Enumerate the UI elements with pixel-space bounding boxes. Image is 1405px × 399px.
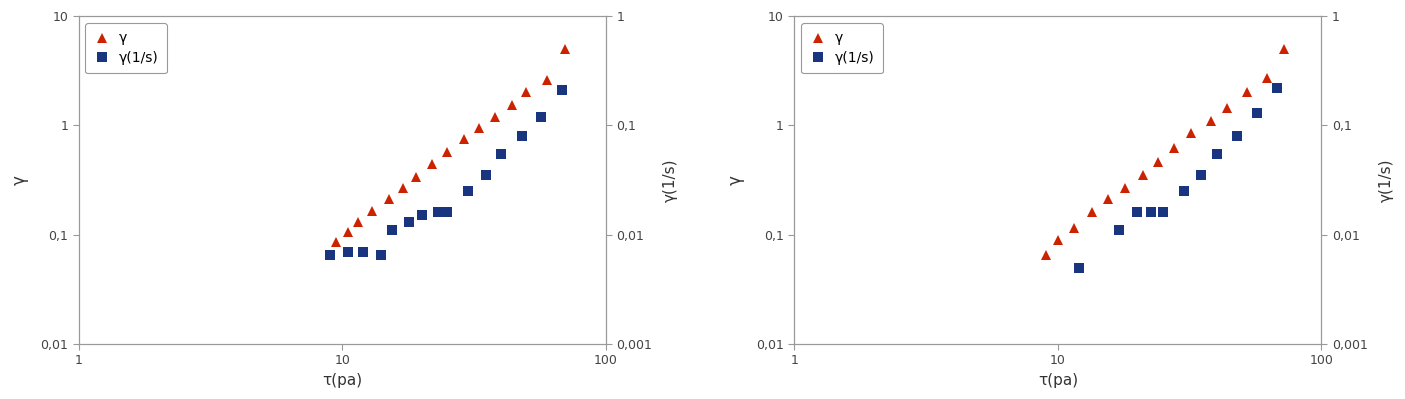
γ	[486, 115, 503, 119]
γ	[540, 78, 556, 83]
Legend: γ, γ(1/s): γ, γ(1/s)	[801, 23, 882, 73]
γ(1/s)	[429, 210, 445, 215]
γ(1/s)	[1155, 210, 1172, 215]
γ(1/s)	[372, 253, 389, 257]
γ(1/s)	[322, 253, 339, 257]
γ	[1050, 237, 1066, 242]
Line: γ: γ	[1041, 44, 1288, 260]
γ(1/s)	[1269, 85, 1286, 90]
γ	[381, 197, 398, 202]
γ	[1165, 146, 1182, 150]
γ(1/s)	[1110, 228, 1127, 233]
Y-axis label: γ(1/s): γ(1/s)	[1378, 158, 1394, 202]
γ(1/s)	[1229, 134, 1246, 138]
Y-axis label: γ(1/s): γ(1/s)	[663, 158, 679, 202]
γ	[471, 125, 488, 130]
γ	[407, 174, 424, 179]
γ	[340, 230, 357, 235]
X-axis label: τ(pa): τ(pa)	[322, 373, 362, 388]
γ	[1276, 47, 1293, 51]
γ	[424, 162, 441, 167]
γ(1/s)	[384, 228, 400, 233]
γ	[1149, 160, 1166, 165]
γ	[322, 253, 339, 257]
γ	[1083, 210, 1100, 215]
γ	[1238, 90, 1255, 95]
γ	[395, 185, 412, 190]
γ	[1220, 105, 1236, 110]
γ	[1065, 225, 1082, 230]
γ	[1134, 173, 1151, 178]
γ	[1259, 76, 1276, 81]
γ(1/s)	[513, 134, 530, 138]
γ	[1117, 185, 1134, 190]
γ	[1100, 197, 1117, 202]
γ(1/s)	[413, 213, 430, 218]
γ(1/s)	[1128, 210, 1145, 215]
Y-axis label: γ: γ	[726, 175, 745, 185]
γ	[364, 209, 381, 213]
γ	[350, 220, 367, 225]
γ(1/s)	[1175, 189, 1191, 194]
Y-axis label: γ: γ	[11, 175, 30, 185]
γ(1/s)	[1071, 265, 1087, 270]
γ(1/s)	[492, 151, 509, 156]
γ	[327, 240, 344, 245]
γ(1/s)	[1249, 111, 1266, 115]
γ(1/s)	[438, 210, 455, 215]
γ(1/s)	[354, 249, 371, 254]
γ(1/s)	[400, 220, 417, 225]
γ	[438, 150, 455, 154]
γ(1/s)	[1142, 210, 1159, 215]
γ(1/s)	[478, 173, 495, 178]
γ(1/s)	[459, 189, 476, 194]
γ	[1203, 119, 1220, 123]
γ(1/s)	[532, 115, 549, 119]
γ	[518, 90, 535, 95]
γ	[455, 136, 472, 141]
Line: γ: γ	[325, 44, 570, 260]
γ(1/s)	[1193, 173, 1210, 178]
γ	[556, 47, 573, 51]
Line: γ(1/s): γ(1/s)	[325, 85, 566, 260]
Line: γ(1/s): γ(1/s)	[1073, 83, 1283, 273]
γ(1/s)	[340, 249, 357, 254]
X-axis label: τ(pa): τ(pa)	[1038, 373, 1078, 388]
γ	[503, 102, 520, 107]
γ	[1183, 131, 1200, 136]
γ	[1037, 253, 1054, 257]
γ(1/s)	[554, 88, 570, 93]
Legend: γ, γ(1/s): γ, γ(1/s)	[86, 23, 167, 73]
γ(1/s)	[1208, 151, 1225, 156]
